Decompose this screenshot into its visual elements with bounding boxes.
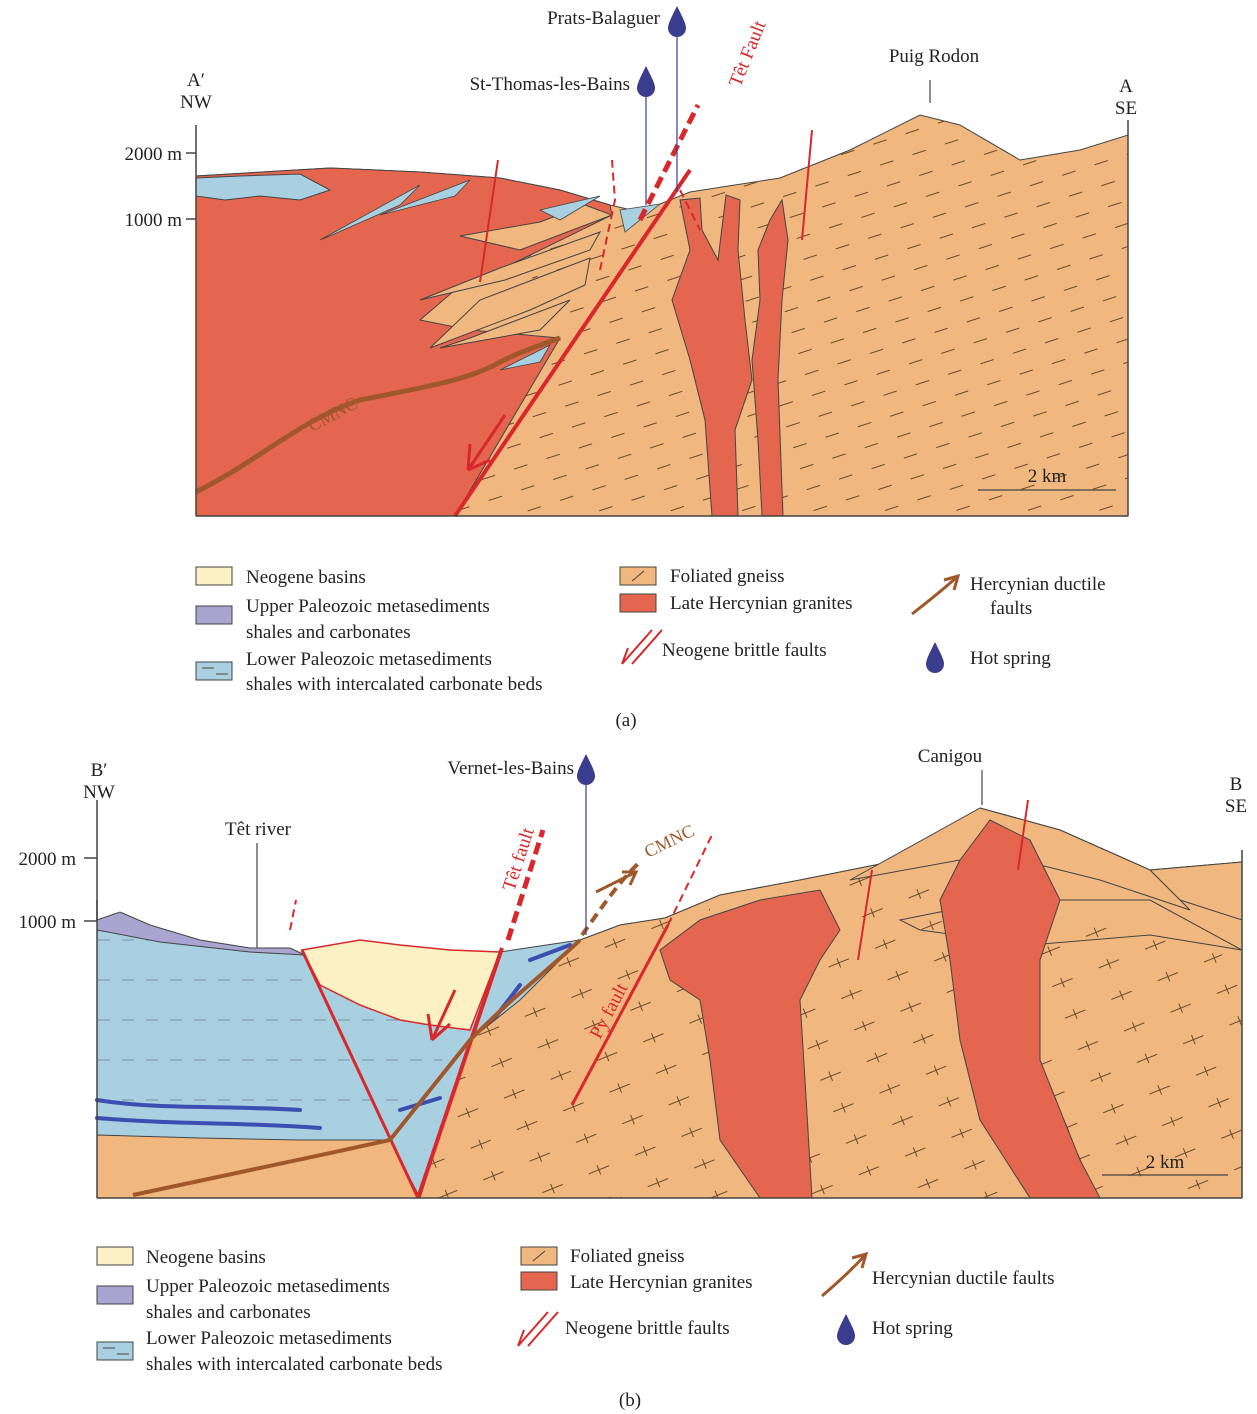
fault-sense-arrow-a <box>466 414 507 472</box>
tet-fault-dashed-b <box>505 829 546 941</box>
legend-ductile: Hercynian ductile <box>970 574 1106 595</box>
hot-spring-icon <box>637 66 655 97</box>
section-dir-left: NW <box>83 782 115 803</box>
legend-gneiss: Foliated gneiss <box>670 566 785 587</box>
section-dir-left: NW <box>180 92 212 113</box>
py-fault-b <box>570 924 670 1106</box>
tet-fault-b <box>416 947 504 1199</box>
section-frame-b <box>96 850 1243 1199</box>
legend-lower-paleozoic: Lower Paleozoic metasediments <box>146 1328 392 1349</box>
legend-granite: Late Hercynian granites <box>670 593 853 614</box>
elevation-label-1000: 1000 m <box>124 210 182 231</box>
legend-lower-paleozoic: Lower Paleozoic metasediments <box>246 649 492 670</box>
spring-label: St-Thomas-les-Bains <box>470 74 630 95</box>
cmnc-contact-b <box>132 938 582 1197</box>
legend-ductile: Hercynian ductile faults <box>872 1268 1055 1289</box>
granite-dykes-a <box>671 194 789 517</box>
section-end-left: B′ <box>91 760 108 781</box>
legend-spring: Hot spring <box>872 1318 953 1339</box>
legend-brittle: Neogene brittle faults <box>662 640 827 661</box>
scale-label: 2 km <box>1028 466 1067 487</box>
fault-sense-arrow-b <box>426 989 457 1042</box>
hot-spring-icon <box>668 6 686 37</box>
legend-neogene: Neogene basins <box>146 1247 266 1268</box>
lower-paleozoic-strip-a <box>195 173 332 201</box>
legend-upper-paleozoic: Upper Paleozoic metasediments <box>246 596 490 617</box>
border-fault-b <box>300 949 420 1199</box>
legend-upper-paleozoic-desc: shales and carbonates <box>246 622 411 643</box>
legend-gneiss: Foliated gneiss <box>570 1246 685 1267</box>
granite-bodies-b <box>659 819 1101 1199</box>
brittle-faults-a <box>479 129 813 283</box>
cross-section-a: 2000 m 1000 m A′ NW A SE Prats-Balaguer … <box>124 6 1137 518</box>
section-dir-right: SE <box>1115 98 1137 119</box>
caption-b: (b) <box>619 1390 641 1411</box>
spring-label: Vernet-les-Bains <box>447 758 574 779</box>
hot-spring-icon <box>577 754 595 785</box>
gneiss-foliation-a <box>450 115 1128 516</box>
elevation-label-2000: 2000 m <box>124 144 182 165</box>
panel-a: 2000 m 1000 m A′ NW A SE Prats-Balaguer … <box>124 6 1137 731</box>
neogene-basin-b <box>300 939 502 1031</box>
gneiss-fingers-a <box>419 204 614 349</box>
tet-fault-a <box>453 168 692 518</box>
peak-label: Puig Rodon <box>889 46 980 67</box>
blue-dashes-b <box>97 930 450 1140</box>
hot-spring-icon <box>837 1314 855 1345</box>
legend-ductile-2: faults <box>990 598 1032 619</box>
ductile-fault-icon <box>911 573 961 616</box>
legend-b: Neogene basins Upper Paleozoic metasedim… <box>96 1246 1055 1375</box>
cmnc-contact-a <box>194 335 561 495</box>
brittle-fault-icon <box>517 1311 559 1347</box>
spring-label: Prats-Balaguer <box>547 8 661 29</box>
cmnc-dashed-b <box>580 860 642 937</box>
section-end-left: A′ <box>187 70 205 91</box>
peak-label: Canigou <box>918 746 983 767</box>
panel-b: 2000 m 1000 m B′ NW B SE Vernet-les-Bain… <box>18 746 1247 1411</box>
legend-lower-paleozoic-desc: shales with intercalated carbonate beds <box>146 1354 443 1375</box>
legend-lower-paleozoic-desc: shales with intercalated carbonate beds <box>246 674 543 695</box>
cmnc-label: CMNC <box>641 820 697 861</box>
ductile-fault-icon <box>821 1251 869 1298</box>
legend-granite: Late Hercynian granites <box>570 1272 753 1293</box>
legend-upper-paleozoic-desc: shales and carbonates <box>146 1302 311 1323</box>
section-frame-a <box>195 135 1129 517</box>
upper-paleozoic-sliver-b <box>96 911 306 956</box>
section-end-right: B <box>1230 774 1243 795</box>
elevation-label-2000: 2000 m <box>18 849 76 870</box>
hot-spring-icon <box>926 642 944 673</box>
fault-label: Têt fault <box>499 825 539 894</box>
legend-upper-paleozoic: Upper Paleozoic metasediments <box>146 1276 390 1297</box>
legend-spring: Hot spring <box>970 648 1051 669</box>
cross-section-b: 2000 m 1000 m B′ NW B SE Vernet-les-Bain… <box>18 746 1247 1199</box>
river-label: Têt river <box>225 819 292 840</box>
brittle-faults-b <box>289 799 1029 961</box>
elevation-label-1000: 1000 m <box>18 912 76 933</box>
legend-neogene: Neogene basins <box>246 567 366 588</box>
brittle-fault-icon <box>621 629 663 665</box>
scale-label: 2 km <box>1146 1152 1185 1173</box>
elevation-scale-a <box>186 120 1129 220</box>
elevation-scale-b <box>84 800 98 922</box>
py-fault-dashed-b <box>667 834 713 926</box>
section-end-right: A <box>1119 76 1133 97</box>
tet-fault-dashed-a <box>637 103 701 222</box>
legend-a: Neogene basins Upper Paleozoic metasedim… <box>195 566 1106 695</box>
legend-brittle: Neogene brittle faults <box>565 1318 730 1339</box>
fault-label: Têt Fault <box>725 17 771 90</box>
section-dir-right: SE <box>1225 796 1247 817</box>
ductile-arrow-b <box>595 870 639 894</box>
caption-a: (a) <box>615 710 636 731</box>
